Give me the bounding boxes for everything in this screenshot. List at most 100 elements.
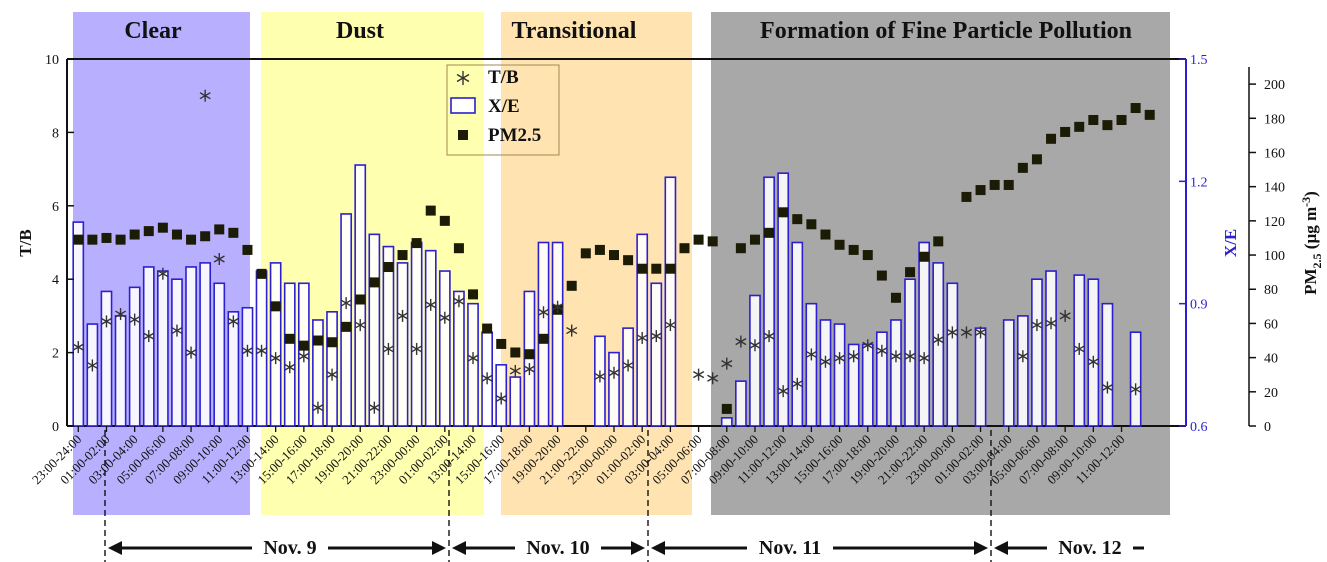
legend-entry-3: PM2.5 bbox=[488, 125, 541, 146]
tb-point bbox=[213, 253, 225, 266]
right-tick-label: 0.9 bbox=[1190, 298, 1208, 313]
legend-box bbox=[446, 64, 560, 156]
tb-point bbox=[791, 377, 803, 390]
xe-bar bbox=[1087, 278, 1100, 427]
pm25-point bbox=[707, 236, 718, 247]
xe-bar bbox=[918, 241, 931, 427]
pm25-point bbox=[242, 244, 253, 255]
left-tick-label: 0 bbox=[52, 420, 59, 435]
tb-point bbox=[763, 330, 775, 343]
legend-marker-pm25 bbox=[458, 130, 468, 140]
xe-bar bbox=[1016, 315, 1029, 427]
period-label-4: Formation of Fine Particle Pollution bbox=[760, 18, 1132, 44]
left-tick-label: 4 bbox=[52, 273, 59, 288]
pm25-point bbox=[679, 243, 690, 254]
pm25-point bbox=[157, 222, 168, 233]
xe-bar bbox=[875, 331, 888, 427]
tb-point bbox=[354, 319, 366, 332]
tb-point bbox=[932, 333, 944, 346]
pm25-point bbox=[524, 349, 535, 360]
tb-point bbox=[1031, 319, 1043, 332]
xe-bar bbox=[622, 327, 634, 427]
pm-tick-label: 180 bbox=[1264, 112, 1285, 127]
pm25-point bbox=[651, 263, 662, 274]
pm25-point bbox=[1003, 179, 1014, 190]
xe-bar bbox=[142, 266, 155, 427]
tb-point bbox=[537, 306, 550, 319]
tb-point bbox=[693, 368, 705, 381]
xe-bar bbox=[185, 266, 197, 427]
xe-bar bbox=[72, 221, 85, 427]
tb-point bbox=[143, 330, 155, 343]
tb-point bbox=[974, 326, 987, 339]
pm25-point bbox=[284, 333, 295, 344]
xe-bar bbox=[100, 290, 113, 427]
date-ranges: Nov. 9 Nov. 10 Nov. 11 Nov. 12 bbox=[104, 430, 1144, 562]
pm25-point bbox=[186, 234, 197, 245]
xe-bar bbox=[269, 262, 282, 427]
y-left-title: T/B bbox=[16, 229, 35, 256]
pm25-point bbox=[270, 301, 281, 312]
pm-tick-label: 100 bbox=[1264, 249, 1285, 264]
tb-point bbox=[566, 324, 578, 337]
pm25-point bbox=[298, 340, 309, 351]
tb-point bbox=[157, 267, 169, 280]
xe-bar bbox=[791, 241, 804, 427]
pm25-point bbox=[594, 244, 605, 255]
xe-bar bbox=[946, 282, 959, 427]
pm25-point bbox=[637, 263, 648, 274]
xe-bar bbox=[833, 323, 846, 427]
xe-bar bbox=[847, 343, 860, 427]
date-label: Nov. 9 bbox=[263, 537, 316, 559]
tb-point bbox=[171, 324, 183, 337]
tb-point bbox=[890, 350, 902, 363]
tb-point bbox=[707, 372, 719, 385]
arrow-head-left bbox=[651, 541, 665, 555]
pm25-point bbox=[933, 236, 944, 247]
tb-point bbox=[284, 361, 296, 374]
tb-point bbox=[819, 355, 832, 368]
pm25-point bbox=[453, 243, 464, 254]
legend-marker-xe bbox=[450, 97, 476, 114]
period-bands: Clear Dust Transitional Formation of Fine P… bbox=[73, 12, 1170, 515]
pm25-point bbox=[1060, 126, 1071, 137]
tb-point bbox=[735, 335, 747, 348]
tb-point bbox=[1101, 381, 1113, 394]
pm25-point bbox=[397, 250, 408, 261]
pm25-point bbox=[73, 234, 84, 245]
tb-point bbox=[411, 342, 423, 355]
pm25-point bbox=[890, 292, 901, 303]
arrow-head-left bbox=[108, 541, 122, 555]
period-label-1: Clear bbox=[124, 18, 182, 44]
xe-bar bbox=[1002, 319, 1015, 427]
date-label-bg bbox=[747, 534, 833, 560]
pm25-point bbox=[764, 227, 775, 238]
tb-point bbox=[1073, 342, 1085, 355]
pm25-point bbox=[1144, 109, 1155, 120]
pm25-point bbox=[355, 294, 366, 305]
xe-bar bbox=[128, 286, 141, 427]
xe-bar bbox=[805, 302, 818, 427]
xe-bar bbox=[1101, 302, 1114, 427]
pm25-series bbox=[73, 103, 1155, 414]
xe-series bbox=[72, 164, 1142, 427]
tb-point bbox=[340, 297, 352, 310]
period-label-2: Dust bbox=[336, 18, 384, 44]
pm-tick-label: 80 bbox=[1264, 283, 1278, 298]
xe-bar bbox=[213, 282, 226, 427]
xe-bar bbox=[467, 302, 479, 427]
date-label-bg bbox=[252, 534, 328, 560]
tb-point bbox=[946, 326, 958, 339]
pm25-point bbox=[256, 268, 267, 279]
xe-bar bbox=[636, 233, 649, 427]
date-label: Nov. 10 bbox=[526, 537, 589, 559]
tb-point bbox=[1130, 383, 1142, 396]
pm25-point bbox=[1116, 114, 1127, 125]
pm25-point bbox=[919, 251, 930, 262]
tb-point bbox=[185, 346, 197, 359]
tb-point bbox=[115, 308, 127, 321]
tb-point bbox=[453, 295, 465, 308]
pm25-point bbox=[200, 231, 211, 242]
tb-point bbox=[876, 344, 888, 357]
